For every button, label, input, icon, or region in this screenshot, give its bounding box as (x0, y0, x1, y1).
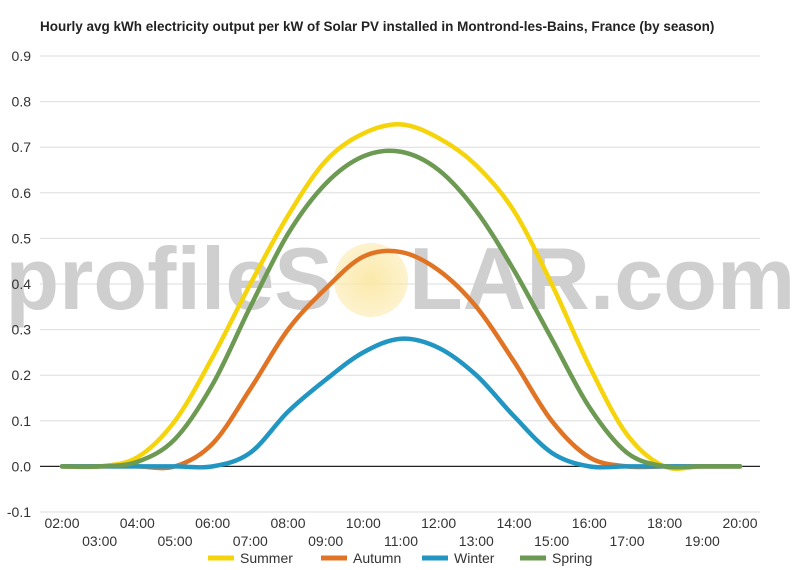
watermark-right-text: LAR.com (409, 229, 795, 328)
x-tick-label: 09:00 (308, 533, 343, 549)
chart-title: Hourly avg kWh electricity output per kW… (40, 19, 715, 34)
y-tick-label: 0.8 (12, 94, 32, 110)
legend-label-autumn: Autumn (353, 550, 401, 566)
y-tick-label: 0.6 (12, 185, 32, 201)
legend: Summer Autumn Winter Spring (208, 550, 592, 566)
x-tick-label: 13:00 (459, 533, 494, 549)
x-tick-label: 12:00 (421, 515, 456, 531)
y-tick-label: 0.4 (12, 276, 32, 292)
x-tick-label: 06:00 (195, 515, 230, 531)
x-tick-label: 17:00 (609, 533, 644, 549)
x-tick-label: 03:00 (82, 533, 117, 549)
legend-label-winter: Winter (454, 550, 495, 566)
x-tick-label: 19:00 (685, 533, 720, 549)
y-tick-label: 0.2 (12, 367, 32, 383)
series-line-winter (59, 336, 743, 470)
x-tick-label: 15:00 (534, 533, 569, 549)
x-tick-label: 11:00 (384, 533, 418, 549)
series-line-spring (59, 148, 743, 470)
watermark: profileS LAR.com (5, 229, 795, 328)
x-tick-label: 04:00 (120, 515, 155, 531)
x-tick-label: 16:00 (572, 515, 607, 531)
grid-layer (40, 55, 760, 513)
y-tick-label: 0.9 (12, 48, 32, 64)
x-tick-label: 08:00 (270, 515, 305, 531)
x-tick-label: 02:00 (44, 515, 79, 531)
y-tick-label: -0.1 (7, 504, 31, 520)
x-tick-label: 20:00 (722, 515, 757, 531)
x-tick-label: 14:00 (496, 515, 531, 531)
y-tick-label: 0.5 (12, 230, 32, 246)
legend-label-summer: Summer (240, 550, 293, 566)
watermark-left-text: profileS (5, 229, 333, 328)
x-tick-label: 05:00 (157, 533, 192, 549)
x-tick-label: 10:00 (346, 515, 381, 531)
series-layer (59, 122, 743, 471)
y-axis: -0.1 0.0 0.1 0.2 0.3 0.4 0.5 0.6 0.7 0.8 0.9 (7, 48, 31, 520)
y-tick-label: 0.3 (12, 322, 32, 338)
x-tick-label: 07:00 (233, 533, 268, 549)
y-tick-label: 0.7 (12, 139, 32, 155)
y-tick-label: 0.0 (12, 458, 32, 474)
legend-label-spring: Spring (552, 550, 592, 566)
x-tick-label: 18:00 (647, 515, 682, 531)
series-line-summer (59, 122, 743, 471)
x-axis: 02:0003:0004:0005:0006:0007:0008:0009:00… (44, 515, 757, 549)
y-tick-label: 0.1 (12, 413, 32, 429)
